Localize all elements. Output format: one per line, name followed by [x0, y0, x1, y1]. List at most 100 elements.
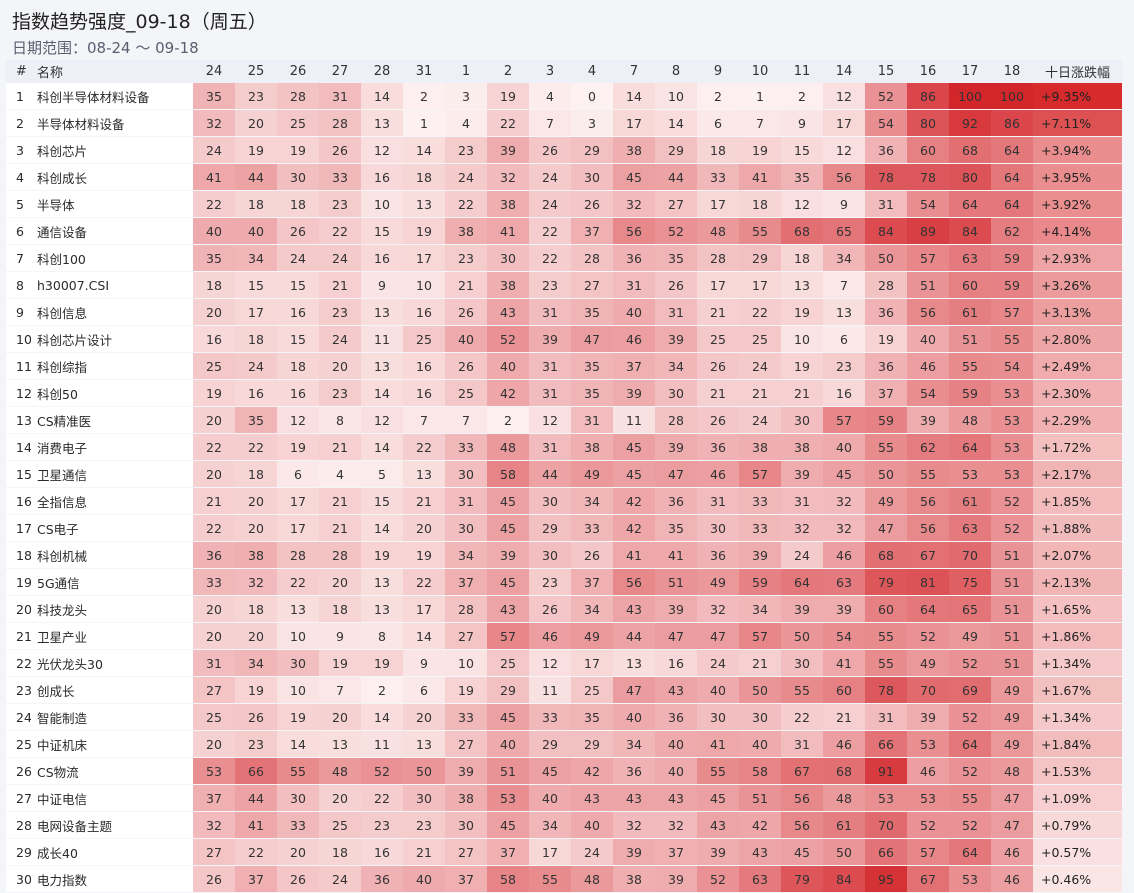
heat-cell: 68	[823, 757, 865, 785]
heat-cell: 53	[907, 784, 949, 812]
heat-cell: 54	[865, 109, 907, 137]
index-name: 成长40	[31, 838, 193, 866]
heat-cell: 14	[361, 379, 403, 407]
heat-cell: 7	[739, 109, 781, 137]
heat-cell: 18	[235, 190, 277, 218]
heat-cell: 35	[235, 406, 277, 434]
heat-cell: 49	[571, 460, 613, 488]
index-name: 智能制造	[31, 703, 193, 731]
heat-cell: 21	[319, 487, 361, 515]
heat-cell: 38	[739, 433, 781, 461]
heat-cell: 33	[277, 811, 319, 839]
heat-cell: 15	[277, 325, 319, 353]
heat-cell: 2	[361, 676, 403, 704]
row-index: 15	[6, 460, 31, 488]
heat-cell: 23	[319, 298, 361, 326]
heat-cell: 33	[529, 703, 571, 731]
heat-cell: 22	[319, 217, 361, 245]
heat-cell: 13	[403, 190, 445, 218]
heat-cell: 64	[991, 163, 1033, 191]
table-row: 18 科创机械 36 38 28 28 19 19 34 39 30 26 41 41 36 39 24 46 68…	[6, 541, 1122, 569]
date-header: 3	[529, 60, 571, 83]
heat-cell: 18	[193, 271, 235, 299]
heat-cell: 13	[613, 649, 655, 677]
heat-cell: 81	[907, 568, 949, 596]
heat-cell: 53	[193, 757, 235, 785]
heat-cell: 49	[865, 487, 907, 515]
heat-cell: 52	[907, 622, 949, 650]
heat-cell: 34	[655, 352, 697, 380]
heat-cell: 47	[697, 622, 739, 650]
heat-cell: 9	[319, 622, 361, 650]
heat-cell: 35	[571, 352, 613, 380]
heat-cell: 40	[823, 433, 865, 461]
heat-cell: 20	[235, 622, 277, 650]
heat-cell: 25	[739, 325, 781, 353]
table-row: 17 CS电子 22 20 17 21 14 20 30 45 29 33 42 35 30 33 32 32 47…	[6, 514, 1122, 542]
change-cell: +1.67%	[1033, 676, 1122, 704]
heat-cell: 52	[697, 865, 739, 893]
heat-cell: 39	[781, 595, 823, 623]
heat-cell: 21	[823, 703, 865, 731]
row-index: 24	[6, 703, 31, 731]
heat-cell: 36	[613, 757, 655, 785]
heat-cell: 6	[277, 460, 319, 488]
heat-cell: 43	[487, 595, 529, 623]
heat-cell: 22	[781, 703, 823, 731]
heat-cell: 10	[277, 622, 319, 650]
heat-cell: 14	[361, 433, 403, 461]
heat-cell: 40	[445, 325, 487, 353]
header-index: #	[6, 60, 31, 83]
heat-cell: 52	[949, 757, 991, 785]
table-row: 4 科创成长 41 44 30 33 16 18 24 32 24 30 45 44 33 41 35 56 78 7…	[6, 163, 1122, 191]
row-index: 2	[6, 109, 31, 137]
heat-cell: 20	[193, 460, 235, 488]
heat-cell: 44	[235, 784, 277, 812]
heat-cell: 14	[403, 622, 445, 650]
change-cell: +1.65%	[1033, 595, 1122, 623]
heat-cell: 65	[823, 217, 865, 245]
heat-cell: 47	[613, 676, 655, 704]
row-index: 16	[6, 487, 31, 515]
index-name: 中证机床	[31, 730, 193, 758]
heat-cell: 68	[781, 217, 823, 245]
heat-cell: 30	[445, 811, 487, 839]
heat-cell: 53	[949, 865, 991, 893]
heat-cell: 16	[361, 163, 403, 191]
heat-cell: 84	[823, 865, 865, 893]
heat-cell: 66	[235, 757, 277, 785]
heat-cell: 34	[823, 244, 865, 272]
heat-cell: 39	[613, 379, 655, 407]
heat-cell: 40	[739, 730, 781, 758]
heat-cell: 91	[865, 757, 907, 785]
index-name: 5G通信	[31, 568, 193, 596]
heat-cell: 13	[361, 109, 403, 137]
heat-cell: 20	[319, 352, 361, 380]
heat-cell: 30	[487, 244, 529, 272]
heat-cell: 21	[319, 514, 361, 542]
heat-cell: 22	[403, 568, 445, 596]
heat-cell: 43	[655, 676, 697, 704]
heat-cell: 30	[781, 406, 823, 434]
heat-cell: 56	[613, 568, 655, 596]
date-header: 17	[949, 60, 991, 83]
heat-cell: 37	[865, 379, 907, 407]
heat-cell: 18	[319, 838, 361, 866]
heat-cell: 30	[277, 163, 319, 191]
heat-cell: 18	[697, 136, 739, 164]
heat-cell: 45	[487, 514, 529, 542]
heat-cell: 57	[991, 298, 1033, 326]
heat-cell: 50	[865, 244, 907, 272]
heat-cell: 33	[697, 163, 739, 191]
heat-cell: 21	[739, 649, 781, 677]
heat-cell: 24	[739, 406, 781, 434]
heat-cell: 12	[823, 83, 865, 110]
heat-cell: 63	[823, 568, 865, 596]
heat-cell: 70	[907, 676, 949, 704]
heat-cell: 41	[235, 811, 277, 839]
table-row: 29 成长40 27 22 20 18 16 21 27 37 17 24 39 37 39 43 45 50 66…	[6, 838, 1122, 866]
index-name: 中证电信	[31, 784, 193, 812]
heat-cell: 21	[445, 271, 487, 299]
heat-cell: 63	[739, 865, 781, 893]
heat-cell: 38	[613, 136, 655, 164]
